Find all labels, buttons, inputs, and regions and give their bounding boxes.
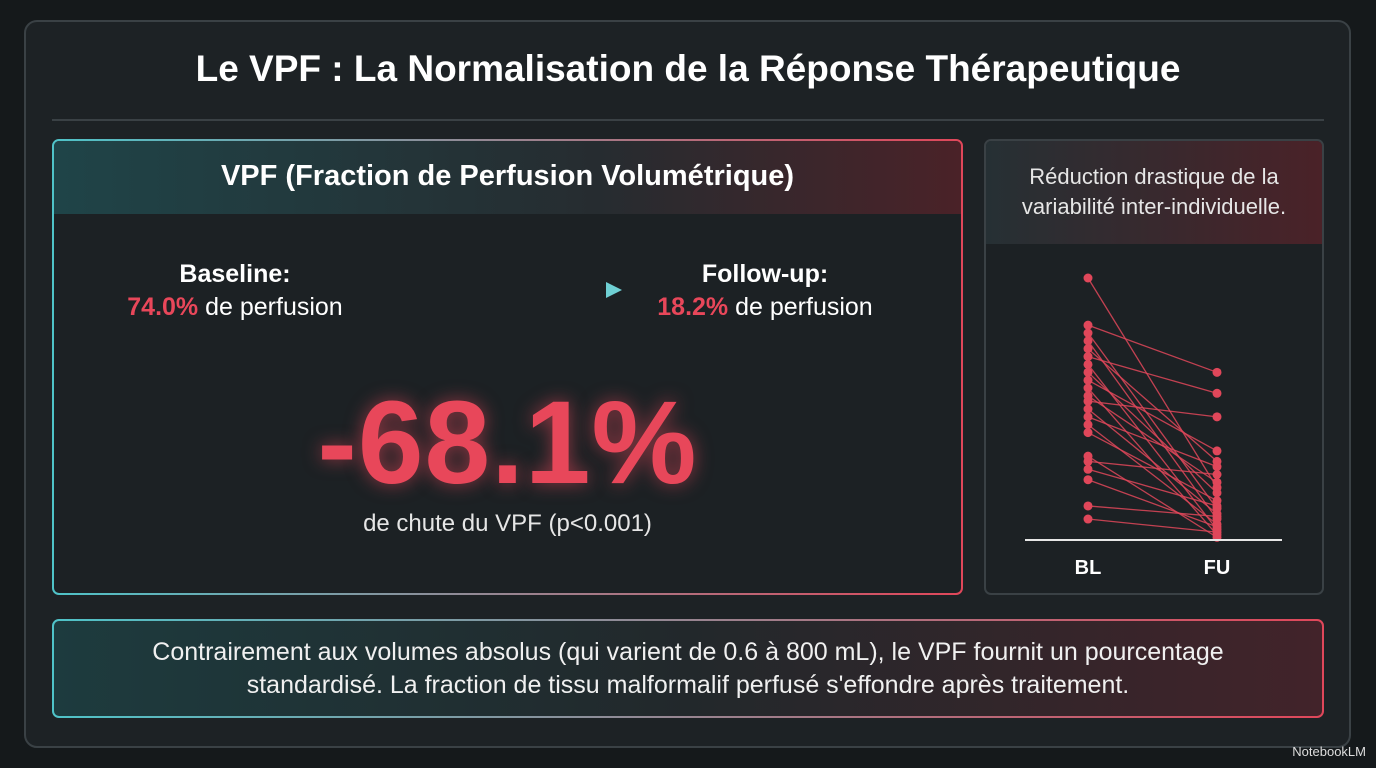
point: [1212, 527, 1222, 537]
point: [1212, 446, 1222, 456]
pair-line: [1087, 395, 1218, 483]
point: [1083, 336, 1093, 346]
followup-value: 18.2%: [657, 293, 729, 321]
point: [1083, 375, 1093, 385]
point: [1083, 359, 1093, 369]
point: [1083, 396, 1093, 406]
pair-line: [1087, 277, 1218, 488]
point: [1083, 320, 1093, 330]
baseline-value: 74.0%: [127, 293, 199, 321]
brand: NotebookLM: [1292, 744, 1366, 759]
pair-line: [1087, 468, 1218, 507]
point: [1212, 470, 1222, 479]
big-number: -68.1%: [317, 377, 698, 509]
point: [1083, 514, 1093, 524]
point: [1083, 367, 1093, 377]
big-caption: de chute du VPF (p<0.001): [363, 510, 652, 537]
point: [1083, 352, 1093, 362]
pair-line: [1087, 355, 1218, 394]
point: [1083, 464, 1093, 474]
followup: Follow-up: 18.2% de perfusion: [630, 258, 900, 324]
point: [1083, 420, 1093, 430]
footer-line: standardisé. La fraction de tissu malfor…: [246, 671, 1130, 699]
footer-line: Contrairement aux volumes absolus (qui v…: [152, 638, 1224, 666]
x-tick-label: BL: [1075, 557, 1102, 579]
pair-line: [1087, 324, 1218, 373]
point: [1212, 511, 1222, 521]
point: [1083, 412, 1093, 422]
point: [1212, 477, 1222, 487]
pair-line: [1087, 408, 1218, 515]
point: [1083, 344, 1093, 354]
side-caption: Réduction drastique de la variabilité in…: [986, 162, 1322, 222]
point: [1212, 367, 1222, 377]
title: Le VPF : La Normalisation de la Réponse …: [195, 48, 1181, 89]
panel-title: VPF (Fraction de Perfusion Volumétrique): [220, 160, 795, 192]
pair-line: [1087, 348, 1218, 462]
point: [1212, 388, 1222, 398]
side-caption-line: variabilité inter-individuelle.: [1021, 194, 1287, 219]
pair-line: [1087, 460, 1218, 476]
followup-label: Follow-up:: [701, 260, 829, 288]
pair-line: [1087, 505, 1218, 518]
x-tick-label: FU: [1204, 557, 1231, 579]
point: [1083, 475, 1093, 485]
baseline-label: Baseline:: [179, 260, 291, 288]
baseline: Baseline: 74.0% de perfusion: [100, 258, 370, 324]
pair-line: [1087, 432, 1218, 502]
point: [1083, 273, 1093, 283]
point: [1083, 501, 1093, 511]
paired-chart: BL FU: [1025, 273, 1282, 579]
side-caption-line: Réduction drastique de la: [1029, 164, 1279, 189]
pair-line: [1087, 518, 1218, 533]
point: [1083, 456, 1093, 466]
followup-text: de perfusion: [735, 293, 873, 321]
point: [1083, 328, 1093, 338]
pair-line: [1087, 379, 1218, 452]
point: [1083, 404, 1093, 414]
pair-line: [1087, 416, 1218, 468]
point: [1083, 428, 1093, 438]
pair-line: [1087, 400, 1218, 418]
pair-line: [1087, 455, 1218, 538]
pair-line: [1087, 479, 1218, 528]
point: [1212, 462, 1222, 472]
pair-line: [1087, 424, 1218, 525]
point: [1212, 501, 1222, 511]
point: [1212, 488, 1222, 498]
point: [1212, 412, 1222, 422]
footer: Contrairement aux volumes absolus (qui v…: [54, 636, 1322, 702]
baseline-text: de perfusion: [205, 293, 343, 321]
point: [1083, 383, 1093, 393]
